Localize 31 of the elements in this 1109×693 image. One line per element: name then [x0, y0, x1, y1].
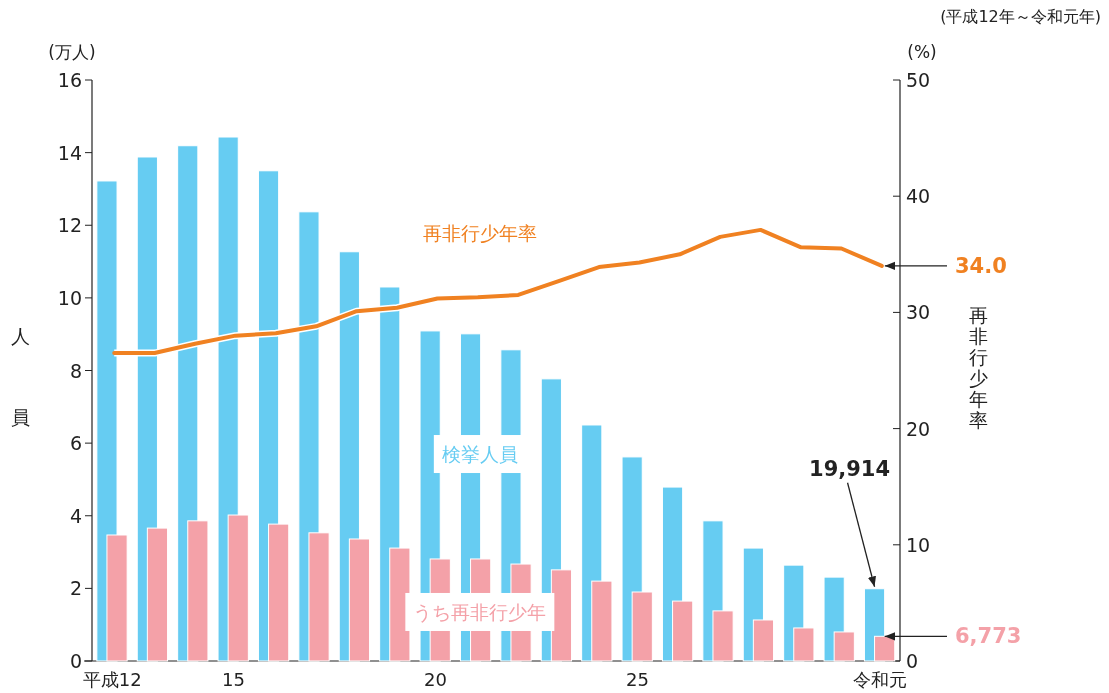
y2-tick-label: 0: [906, 650, 919, 672]
y-tick-label: 10: [57, 286, 82, 309]
y2-tick-label: 20: [906, 417, 931, 440]
x-tick-label: 15: [221, 669, 245, 690]
text: (%): [907, 42, 937, 62]
series-label: 検挙人員: [441, 443, 518, 466]
y-tick-label: 14: [57, 141, 82, 164]
annotation: 19,914: [809, 456, 891, 481]
text: (平成12年～令和元年): [940, 7, 1101, 26]
y-tick-label: 8: [69, 359, 82, 382]
x-tick-label: 平成12: [82, 669, 142, 690]
y-axis-title: 人員: [11, 312, 33, 476]
annotation: 6,773: [955, 624, 1022, 649]
x-tick-label: 令和元: [852, 669, 907, 690]
y2-tick-label: 10: [906, 533, 931, 556]
x-tick-label: 25: [625, 669, 649, 690]
y-tick-label: 6: [69, 432, 82, 455]
y2-tick-label: 50: [906, 69, 931, 91]
text: 再非行少年率: [422, 221, 537, 244]
y-tick-label: 16: [57, 69, 82, 91]
x-tick-label: 20: [423, 669, 447, 690]
data-label: 34.0: [955, 253, 1007, 278]
text: (万人): [48, 42, 96, 62]
y2-axis-title: 再非行少年率: [968, 304, 988, 431]
y2-tick-label: 30: [906, 301, 931, 324]
y-tick-label: 4: [69, 504, 82, 527]
y-tick-label: 0: [69, 650, 82, 672]
y-tick-label: 12: [57, 214, 82, 237]
y-tick-label: 2: [69, 577, 82, 600]
y2-tick-label: 40: [906, 185, 931, 208]
series-label: うち再非行少年: [413, 600, 547, 623]
